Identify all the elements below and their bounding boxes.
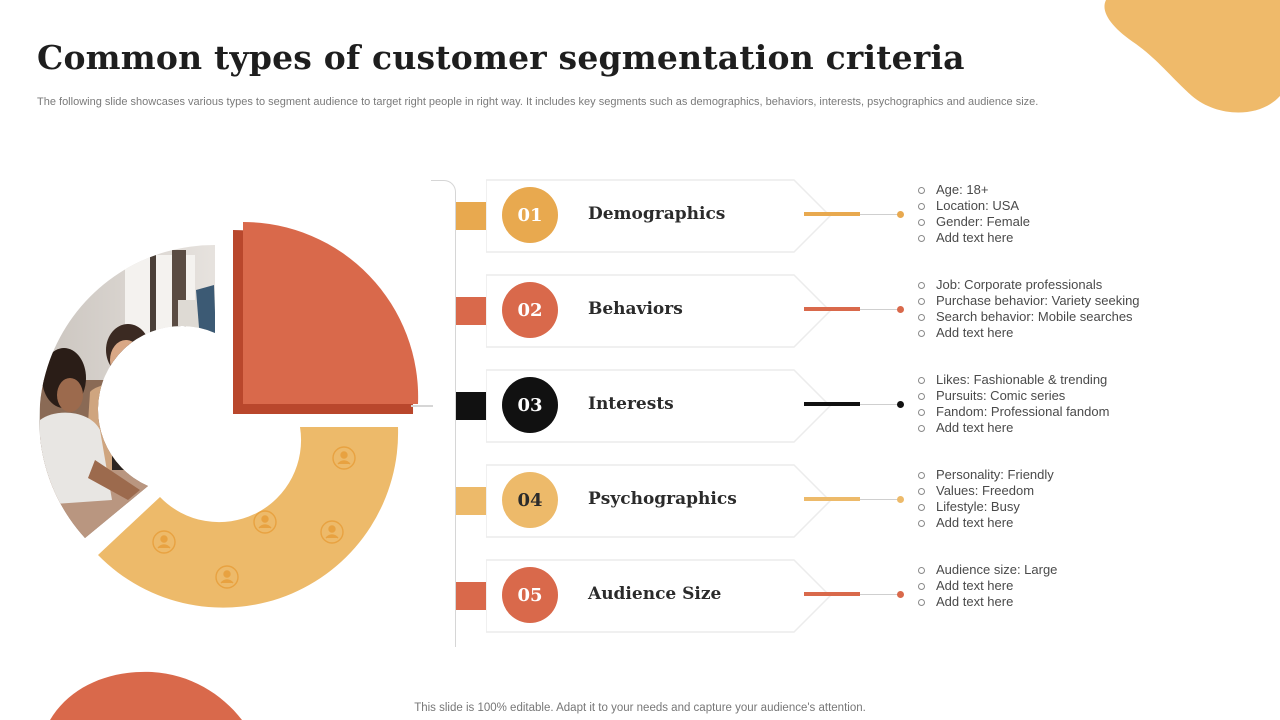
segment-card (486, 464, 832, 538)
segment-bullet-list: Personality: Friendly Values: Freedom Li… (916, 467, 1054, 531)
connector-line (860, 213, 898, 215)
bullet-item: Add text here (916, 578, 1057, 594)
segmentation-donut-chart (39, 221, 419, 608)
segment-number-badge: 03 (502, 377, 558, 433)
connector-dot (897, 305, 904, 313)
bullet-item: Purchase behavior: Variety seeking (916, 293, 1140, 309)
segment-number-badge: 04 (502, 472, 558, 528)
red-donut-segment (243, 221, 419, 404)
connector-link (411, 405, 433, 407)
connector-dot (897, 210, 904, 218)
segment-card (486, 369, 832, 443)
people-photo (39, 244, 215, 539)
bullet-item: Pursuits: Comic series (916, 388, 1109, 404)
segment-title: Demographics (588, 204, 726, 224)
connector-dot (897, 495, 904, 503)
connector-rail (431, 180, 456, 647)
connector-bar (804, 212, 860, 216)
segment-title: Audience Size (588, 584, 722, 604)
bullet-item: Add text here (916, 594, 1057, 610)
segment-bullet-list: Audience size: Large Add text here Add t… (916, 562, 1057, 610)
bullet-item: Audience size: Large (916, 562, 1057, 578)
bullet-item: Job: Corporate professionals (916, 277, 1140, 293)
segment-title: Interests (588, 394, 674, 414)
connector-bar (804, 402, 860, 406)
segment-row-audience-size: 05 Audience Size Audience size: Large Ad… (456, 558, 1216, 634)
segment-row-interests: 03 Interests Likes: Fashionable & trendi… (456, 368, 1216, 444)
bullet-item: Age: 18+ (916, 182, 1030, 198)
footer-note: This slide is 100% editable. Adapt it to… (414, 702, 866, 714)
segment-row-psychographics: 04 Psychographics Personality: Friendly … (456, 463, 1216, 539)
bullet-item: Lifestyle: Busy (916, 499, 1054, 515)
segment-bullet-list: Job: Corporate professionals Purchase be… (916, 277, 1140, 341)
segment-card (486, 274, 832, 348)
segment-number-badge: 02 (502, 282, 558, 338)
bullet-item: Location: USA (916, 198, 1030, 214)
page-title: Common types of customer segmentation cr… (37, 38, 965, 77)
segment-bullet-list: Likes: Fashionable & trending Pursuits: … (916, 372, 1109, 436)
bullet-item: Fandom: Professional fandom (916, 404, 1109, 420)
connector-dot (897, 590, 904, 598)
segment-card (486, 559, 832, 633)
segment-number-badge: 01 (502, 187, 558, 243)
person-icon (320, 520, 344, 544)
decorative-blob-top (1104, 0, 1280, 113)
decorative-blob-bottom (50, 671, 242, 720)
connector-bar (804, 497, 860, 501)
bullet-item: Search behavior: Mobile searches (916, 309, 1140, 325)
person-icon (215, 565, 239, 589)
segment-title: Behaviors (588, 299, 683, 319)
segment-bullet-list: Age: 18+ Location: USA Gender: Female Ad… (916, 182, 1030, 246)
orange-donut-segment (98, 427, 399, 608)
bullet-item: Add text here (916, 515, 1054, 531)
bullet-item: Add text here (916, 230, 1030, 246)
segment-card (486, 179, 832, 253)
bullet-item: Values: Freedom (916, 483, 1054, 499)
bullet-item: Personality: Friendly (916, 467, 1054, 483)
bullet-item: Add text here (916, 325, 1140, 341)
connector-line (860, 498, 898, 500)
bullet-item: Gender: Female (916, 214, 1030, 230)
person-icon (253, 510, 277, 534)
connector-line (860, 593, 898, 595)
person-icon (332, 446, 356, 470)
connector-dot (897, 400, 904, 408)
segment-number-badge: 05 (502, 567, 558, 623)
segment-title: Psychographics (588, 489, 737, 509)
person-icon (152, 530, 176, 554)
connector-bar (804, 307, 860, 311)
bullet-item: Likes: Fashionable & trending (916, 372, 1109, 388)
connector-line (860, 403, 898, 405)
bullet-item: Add text here (916, 420, 1109, 436)
connector-bar (804, 592, 860, 596)
page-subtitle: The following slide showcases various ty… (37, 96, 1039, 108)
segment-row-behaviors: 02 Behaviors Job: Corporate professional… (456, 273, 1216, 349)
connector-line (860, 308, 898, 310)
segment-row-demographics: 01 Demographics Age: 18+ Location: USA G… (456, 178, 1216, 254)
